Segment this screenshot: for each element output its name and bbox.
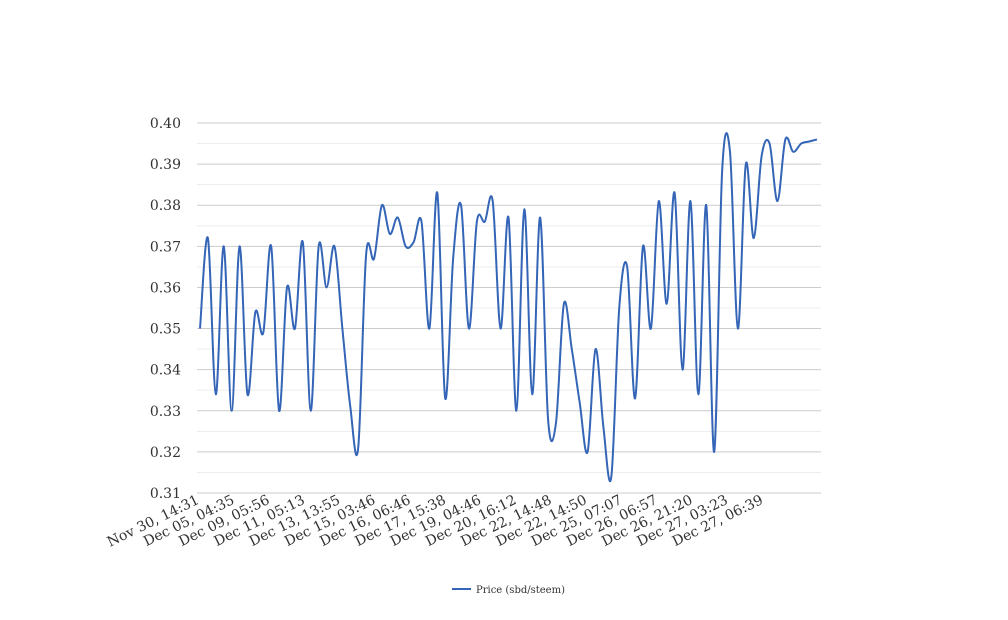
y-tick-label: 0.40 bbox=[150, 116, 181, 132]
legend: Price (sbd/steem) bbox=[452, 585, 565, 596]
y-tick-label: 0.36 bbox=[150, 280, 181, 296]
legend-label: Price (sbd/steem) bbox=[476, 585, 565, 596]
y-tick-label: 0.33 bbox=[150, 404, 181, 420]
series-line bbox=[199, 132, 818, 483]
y-tick-label: 0.32 bbox=[150, 445, 181, 461]
y-tick-label: 0.37 bbox=[150, 239, 181, 255]
y-tick-label: 0.35 bbox=[150, 322, 181, 338]
y-axis-ticks: 0.31 0.32 0.33 0.34 0.35 0.36 0.37 0.38 0.39 0.40 bbox=[150, 116, 181, 502]
y-tick-label: 0.31 bbox=[150, 486, 181, 502]
series-lines bbox=[199, 132, 818, 483]
y-tick-label: 0.38 bbox=[150, 198, 181, 214]
y-tick-label: 0.34 bbox=[150, 363, 181, 379]
y-tick-label: 0.39 bbox=[150, 157, 181, 173]
